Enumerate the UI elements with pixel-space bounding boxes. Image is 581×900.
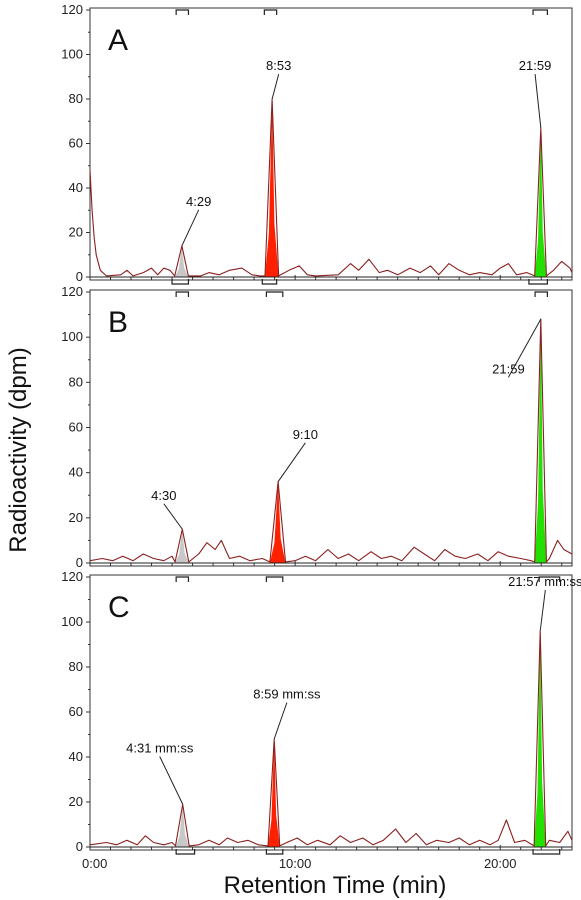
x-axis-title: Retention Time (min) [224,872,447,899]
y-tick-label: 120 [61,2,83,17]
integration-bracket-bottom [261,279,278,285]
integration-bracket-bottom [171,279,190,285]
peak-label: 21:57 mm:ss [508,574,581,589]
y-tick-label: 80 [69,659,83,674]
integration-bracket-bottom [265,849,284,855]
y-tick-label: 60 [69,704,83,719]
peak-label: 8:59 mm:ss [253,687,321,702]
y-tick-label: 60 [69,420,83,435]
y-tick-label: 120 [61,284,83,299]
peak-leader-line [507,318,542,378]
peak-area [175,529,189,563]
integration-bracket-top [175,576,190,582]
y-tick-label: 120 [61,569,83,584]
integration-bracket-top [538,576,561,582]
integration-bracket-top [175,9,190,15]
plot-frame [89,7,573,281]
y-tick-label: 100 [61,329,83,344]
x-tick-label: 10:00 [279,856,312,871]
peak-leader-line [534,74,542,128]
signal-trace [89,318,573,563]
integration-bracket-top [532,9,548,15]
peak-area [534,631,546,847]
panel-c: 0 20 40 60 80 100 120 4:31 mm:ss 8:59 mm:ss 21:57… [61,569,581,855]
y-tick-label: 80 [69,374,83,389]
peak-label: 21:59 [519,58,552,73]
y-tick-label: 20 [69,225,83,240]
peak-label: 21:59 [492,361,525,376]
peak-label: 4:30 [151,488,176,503]
peak-area [174,245,189,277]
peak-leader-line [271,73,280,100]
panel-letter: A [108,24,128,57]
integration-bracket-top [265,291,284,297]
peak-leader-line [163,503,183,530]
integration-bracket-top [175,291,190,297]
signal-trace [89,98,573,277]
peak-leader-line [273,702,288,740]
y-tick-label: 0 [76,839,83,854]
peak-label: 4:29 [186,194,211,209]
panel-b: 0 20 40 60 80 100 120 4:30 9:10 21:59 B [61,284,573,570]
integration-bracket-top [263,9,278,15]
peak-area [534,127,547,277]
peak-label: 8:53 [266,58,291,73]
x-tick-label: 0:00 [82,856,107,871]
integration-bracket-bottom [528,279,548,285]
y-tick-label: 40 [69,180,83,195]
peak-leader-line [539,589,546,632]
y-tick-label: 0 [76,269,83,284]
peak-leader-line [159,756,184,805]
y-tick-label: 0 [76,555,83,570]
integration-bracket-top [534,291,548,297]
signal-trace [89,630,573,847]
peak-leader-line [277,442,306,482]
panels: 0 20 40 60 80 100 120 4:29 8:53 21:59 A 0 20 40 60 80 10… [61,2,581,855]
integration-bracket-bottom [175,849,196,855]
y-tick-label: 20 [69,510,83,525]
integration-bracket-top [265,576,284,582]
panel-letter: B [108,306,128,339]
y-tick-label: 60 [69,136,83,151]
y-tick-label: 20 [69,794,83,809]
plot-frame [89,289,573,567]
peak-label: 9:10 [293,427,318,442]
peak-area [175,804,190,847]
x-tick-label: 20:00 [484,856,517,871]
y-tick-label: 80 [69,91,83,106]
peak-area [269,481,286,563]
y-axis-title: Radioactivity (dpm) [5,347,32,552]
y-tick-label: 100 [61,614,83,629]
panel-a: 0 20 40 60 80 100 120 4:29 8:53 21:59 A [61,2,573,285]
integration-bracket-bottom [532,849,561,855]
peak-area [264,99,279,277]
peak-area [268,739,280,847]
y-tick-label: 40 [69,465,83,480]
plot-frame [89,574,573,851]
y-tick-label: 40 [69,749,83,764]
panel-letter: C [108,591,130,624]
y-tick-label: 100 [61,47,83,62]
peak-area [534,319,547,563]
peak-leader-line [181,209,200,247]
peak-label: 4:31 mm:ss [126,741,194,756]
x-axis-ticks: 0:00 10:00 20:00 [82,856,516,871]
